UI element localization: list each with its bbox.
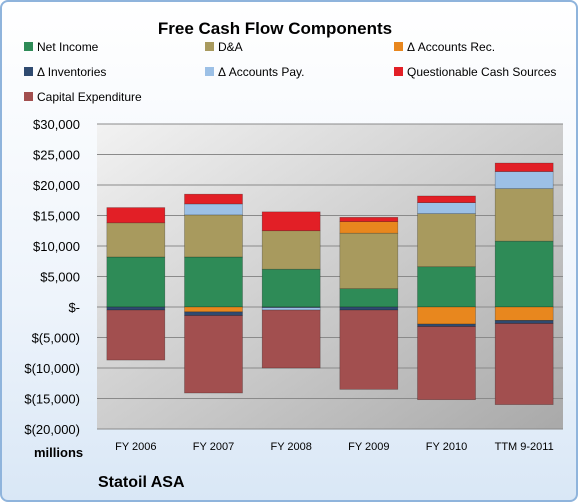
x-category-label: FY 2008	[270, 441, 311, 453]
legend-swatch-capital-expenditure	[24, 92, 33, 101]
bar-capital-expenditure-fy-2006	[106, 309, 166, 361]
bar-capital-expenditure-fy-2008	[261, 309, 321, 369]
bars	[106, 162, 554, 405]
legend-swatch-d-a	[205, 42, 214, 51]
legend-swatch-accounts-rec	[394, 42, 403, 51]
y-axis: $30,000 $25,000 $20,000 $15,000 $10,000 $5,00…	[24, 117, 80, 437]
bar-questionable-cash-sources-fy-2010	[417, 195, 476, 203]
legend-label-net-income: Net Income	[37, 40, 99, 54]
bar-questionable-cash-sources-fy-2006	[106, 207, 166, 224]
bar-accounts-pay-fy-2010	[417, 202, 476, 214]
company-name: Statoil ASA	[98, 474, 185, 491]
y-tick-label: $20,000	[33, 178, 80, 193]
bar-capital-expenditure-fy-2007	[184, 315, 243, 394]
y-tick-label: $5,000	[40, 270, 80, 285]
x-category-label: FY 2010	[426, 441, 467, 453]
y-tick-label: $15,000	[33, 209, 80, 224]
bar-capital-expenditure-fy-2009	[339, 309, 399, 390]
legend-swatch-questionable-cash-sources	[394, 67, 403, 76]
legend-label-questionable-cash-sources: Questionable Cash Sources	[407, 65, 556, 79]
legend-label-inventories: Δ Inventories	[37, 65, 106, 79]
bar-questionable-cash-sources-fy-2008	[261, 211, 321, 232]
bar-accounts-pay-ttm-9-2011	[494, 171, 554, 189]
bar-capital-expenditure-fy-2010	[417, 326, 476, 401]
bar-net-income-fy-2010	[417, 266, 476, 308]
x-axis: FY 2006 FY 2007 FY 2008 FY 2009 FY 2010 TTM 9…	[115, 441, 554, 453]
x-category-label: FY 2006	[115, 441, 156, 453]
bar-net-income-fy-2008	[261, 268, 321, 308]
bar-d-a-fy-2006	[106, 222, 166, 258]
x-category-label: FY 2009	[348, 441, 389, 453]
bar-accounts-rec-fy-2009	[339, 221, 399, 234]
y-tick-label: $25,000	[33, 148, 80, 163]
bar-net-income-ttm-9-2011	[494, 240, 554, 308]
bar-net-income-fy-2009	[339, 288, 399, 308]
gridlines	[97, 123, 563, 430]
bar-d-a-fy-2008	[261, 230, 321, 270]
legend-label-capital-expenditure: Capital Expenditure	[37, 90, 142, 104]
y-tick-label: $30,000	[33, 117, 80, 132]
bar-questionable-cash-sources-ttm-9-2011	[494, 162, 554, 172]
legend-label-accounts-pay: Δ Accounts Pay.	[218, 65, 305, 79]
unit-label: millions	[34, 445, 83, 460]
bar-accounts-rec-ttm-9-2011	[494, 306, 554, 321]
y-tick-label: $(5,000)	[32, 331, 80, 346]
bar-d-a-ttm-9-2011	[494, 188, 554, 242]
bar-net-income-fy-2006	[106, 256, 166, 308]
bar-d-a-fy-2009	[339, 232, 399, 290]
bar-d-a-fy-2007	[184, 214, 243, 258]
legend-label-accounts-rec: Δ Accounts Rec.	[407, 40, 495, 54]
bar-d-a-fy-2010	[417, 213, 476, 268]
bar-inventories-fy-2010	[417, 323, 476, 327]
legend: Net Income D&A Δ Accounts Rec. Δ Inventorie…	[24, 40, 556, 104]
bar-net-income-fy-2007	[184, 256, 243, 308]
legend-swatch-inventories	[24, 67, 33, 76]
y-tick-label: $(20,000)	[24, 422, 80, 437]
bar-accounts-rec-fy-2010	[417, 306, 476, 325]
y-tick-label: $(10,000)	[24, 361, 80, 376]
legend-swatch-net-income	[24, 42, 33, 51]
bar-accounts-pay-fy-2008	[261, 307, 321, 311]
y-tick-label: $10,000	[33, 239, 80, 254]
bar-questionable-cash-sources-fy-2007	[184, 193, 243, 205]
legend-label-d-a: D&A	[218, 40, 243, 54]
y-tick-label: $-	[68, 300, 80, 315]
x-category-label: TTM 9-2011	[495, 441, 554, 453]
bar-inventories-fy-2009	[339, 306, 399, 311]
chart-title: Free Cash Flow Components	[158, 19, 392, 38]
bar-inventories-fy-2006	[106, 306, 166, 311]
bar-questionable-cash-sources-fy-2009	[339, 217, 399, 222]
bar-capital-expenditure-ttm-9-2011	[494, 323, 554, 405]
bar-accounts-pay-fy-2007	[184, 203, 243, 216]
x-category-label: FY 2007	[193, 441, 234, 453]
bar-inventories-fy-2007	[184, 311, 243, 316]
bar-inventories-ttm-9-2011	[494, 320, 554, 324]
legend-swatch-accounts-pay	[205, 67, 214, 76]
y-tick-label: $(15,000)	[24, 392, 80, 407]
bar-accounts-rec-fy-2007	[184, 306, 243, 313]
